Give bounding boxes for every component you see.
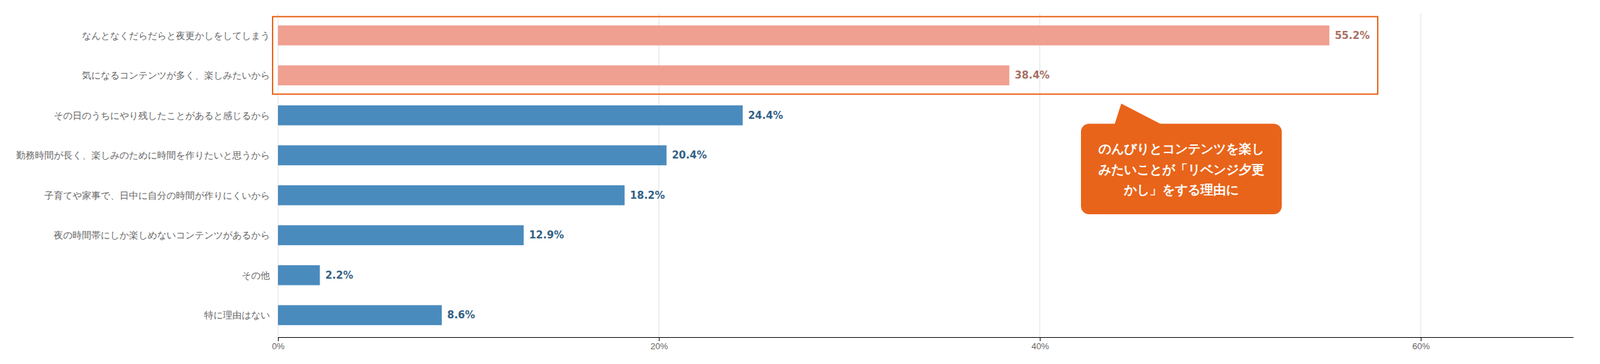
data-label: 20.4% (672, 149, 708, 162)
category-label: その日のうちにやり残したことがあると感じるから (53, 110, 270, 121)
category-label: 子育てや家事で、日中に自分の時間が作りにくいから (44, 190, 270, 201)
grid-line (1420, 13, 1422, 338)
data-label: 2.2% (324, 269, 354, 282)
annotation-line: みたいことが「リベンジ夕更 (1098, 161, 1265, 177)
category-label: その他 (241, 269, 270, 281)
category-label: 勤務時間が長く、楽しみのために時間を作りたいと思うから (16, 149, 270, 161)
bars (277, 25, 1330, 325)
tick-label: 20% (650, 341, 669, 352)
bar (277, 265, 320, 286)
data-label: 38.4% (1014, 69, 1050, 82)
data-label: 8.6% (447, 308, 476, 321)
grid (277, 13, 1421, 338)
x-axis: 0% 20% 40% 60% (271, 337, 1574, 352)
data-label: 24.4% (747, 109, 783, 122)
highlight-frame (272, 16, 1378, 94)
annotation: のんびりとコンテンツを楽しみたいことが「リベンジ夕更かし」をする理由に (1080, 103, 1282, 215)
tick: 0% (271, 337, 285, 352)
category-labels: なんとなくだらだらと夜更かしをしてしまう気になるコンテンツが多く、楽しみたいから… (16, 30, 270, 321)
tick: 60% (1412, 337, 1431, 352)
category-label: なんとなくだらだらと夜更かしをしてしまう (81, 30, 270, 41)
tick-mark (277, 337, 279, 342)
tick-mark (658, 337, 660, 342)
tick-label: 60% (1412, 341, 1431, 352)
category-label: 特に理由はない (204, 309, 270, 321)
tick-label: 0% (271, 341, 285, 352)
bar (277, 65, 1010, 86)
tick: 40% (1031, 337, 1049, 352)
tick-mark (1420, 337, 1422, 342)
bar (277, 304, 442, 325)
data-label: 55.2% (1334, 29, 1370, 42)
annotation-pointer (1114, 103, 1162, 125)
grid-line (1039, 13, 1041, 338)
bar (277, 25, 1330, 46)
axis-line (278, 337, 1574, 338)
plot: 0% 20% 40% 60% なんとなくだらだらと夜更かしをしてしまう気になるコンテンツ… (16, 13, 1574, 352)
bar (277, 105, 743, 126)
category-label: 気になるコンテンツが多く、楽しみたいから (81, 69, 270, 81)
category-label: 夜の時間帯にしか楽しめないコンテンツがあるから (53, 229, 270, 241)
bar (277, 185, 625, 206)
annotation-line: かし」をする理由に (1123, 181, 1239, 197)
grid-line (658, 13, 660, 338)
annotation-line: のんびりとコンテンツを楽し (1098, 140, 1265, 156)
grid-line (277, 13, 279, 338)
data-label: 12.9% (529, 228, 564, 242)
tick-label: 40% (1031, 341, 1049, 352)
tick: 20% (650, 337, 669, 352)
annotation-bubble (1080, 123, 1282, 215)
tick-mark (1040, 337, 1041, 342)
bar (277, 224, 524, 246)
annotation-text: のんびりとコンテンツを楽しみたいことが「リベンジ夕更かし」をする理由に (1098, 140, 1265, 197)
chart: 0% 20% 40% 60% なんとなくだらだらと夜更かしをしてしまう気になるコンテンツ… (0, 0, 1600, 364)
bar (277, 145, 667, 166)
data-labels: 55.2% 38.4% 24.4% 20.4% 18.2% 12.9% 2.2% 8.6% (324, 29, 1370, 322)
data-label: 18.2% (629, 189, 665, 202)
